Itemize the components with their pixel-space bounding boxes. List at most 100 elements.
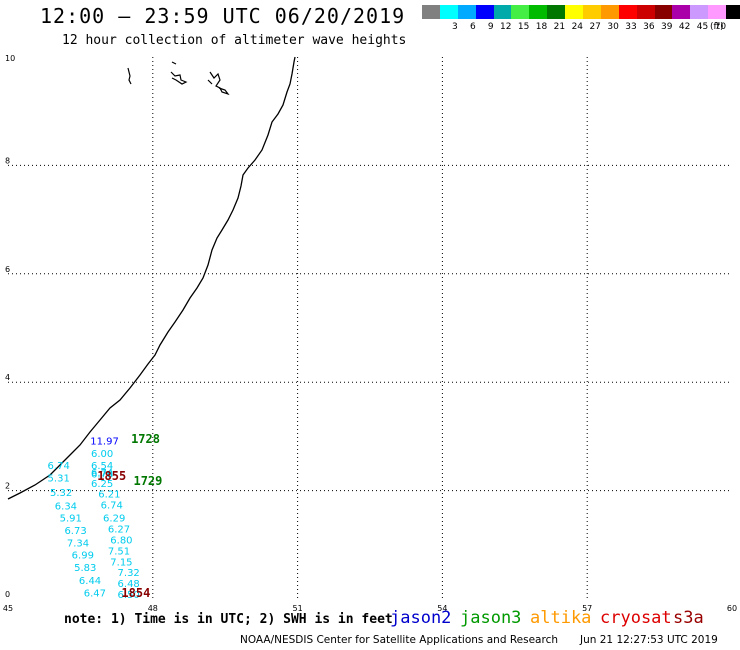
coastline [7, 56, 296, 500]
wave-height-value: 6.44 [79, 576, 101, 587]
wave-height-value: 6.29 [103, 513, 125, 524]
legend-tick: 9 [487, 22, 494, 32]
wave-height-value: 5.31 [48, 473, 70, 484]
legend-swatch [618, 5, 637, 19]
wave-height-value: 5.83 [74, 563, 96, 574]
legend-swatch [600, 5, 619, 19]
wave-height-legend: 3 6 9 12 15 18 21 24 27 30 33 36 39 42 45 70 (ft) [422, 5, 740, 32]
y-tick-label: 4 [5, 373, 10, 382]
wave-height-value: 6.34 [55, 502, 77, 513]
satellite-jason3-label: jason3 [460, 608, 522, 628]
legend-tick: 36 [643, 22, 655, 32]
y-tick-label: 0 [5, 590, 10, 599]
wave-height-value: 5.32 [50, 488, 72, 499]
legend-tick: 24 [571, 22, 584, 32]
legend-unit: (ft) [710, 22, 724, 32]
wave-height-value: 6.47 [84, 588, 106, 599]
wave-height-value: 6.00 [91, 449, 113, 460]
legend-swatch [708, 5, 727, 19]
x-tick-label: 57 [582, 604, 592, 613]
legend-swatch [529, 5, 548, 19]
map-subtitle: 12 hour collection of altimeter wave hei… [62, 33, 407, 48]
pass-time-label: 1729 [133, 474, 162, 488]
wave-height-value: 7.34 [67, 538, 89, 549]
legend-swatch [493, 5, 512, 19]
wave-height-value: 6.27 [108, 524, 130, 535]
island-2 [170, 61, 188, 85]
map-title: 12:00 – 23:59 UTC 06/20/2019 [40, 4, 406, 28]
legend-swatch [654, 5, 673, 19]
legend-color-bar [422, 5, 740, 19]
x-tick-label: 51 [293, 604, 303, 613]
legend-swatch [475, 5, 494, 19]
legend-swatch [636, 5, 655, 19]
axis-labels: 45 48 51 54 57 60 0 2 4 6 8 10 [3, 54, 737, 613]
legend-tick: 12 [500, 22, 512, 32]
wave-height-value: 6.48 [118, 579, 140, 590]
wave-height-value: 7.51 [108, 547, 130, 558]
satellite-cryosat-label: cryosat [600, 608, 672, 628]
legend-tick: 39 [661, 22, 673, 32]
legend-tick: 3 [452, 22, 458, 32]
wave-height-value: 6.74 [101, 500, 123, 511]
wave-height-value: 6.21 [98, 490, 120, 501]
wave-height-value: 7.32 [118, 568, 140, 579]
coastline-path [7, 56, 296, 500]
wave-height-value: 6.78 [91, 470, 113, 481]
wave-height-value: 6.73 [64, 526, 86, 537]
legend-swatch [547, 5, 566, 19]
legend-tick: 30 [607, 22, 619, 32]
y-tick-label: 10 [5, 54, 15, 63]
legend-swatch [439, 5, 458, 19]
x-tick-label: 60 [727, 604, 737, 613]
legend-swatch [511, 5, 530, 19]
legend-swatch [457, 5, 476, 19]
wave-height-value: 6.80 [110, 536, 132, 547]
island-1 [127, 67, 132, 85]
legend-swatch [583, 5, 601, 19]
legend-tick: 70 [714, 22, 727, 32]
credit-line: NOAA/NESDIS Center for Satellite Applica… [240, 634, 558, 646]
wave-height-value: 6.50 [118, 590, 140, 601]
legend-tick: 6 [469, 22, 476, 32]
legend-swatch [690, 5, 709, 19]
wave-height-value: 6.74 [48, 461, 70, 472]
satellite-s3a-label: s3a [673, 608, 704, 628]
wave-height-observations: 11.976.006.546.746.786.256.216.746.296.2… [48, 437, 140, 601]
wave-height-value: 11.97 [90, 437, 119, 448]
x-tick-label: 48 [148, 604, 158, 613]
pass-time-label: 1728 [131, 432, 160, 446]
x-tick-label: 45 [3, 604, 13, 613]
legend-swatch [422, 5, 440, 19]
map-frame [7, 56, 733, 600]
footer-note: note: 1) Time is in UTC; 2) SWH is in fe… [64, 612, 393, 627]
satellite-altika-label: altika [530, 608, 592, 628]
wave-height-value: 5.91 [60, 513, 82, 524]
satellite-jason2-label: jason2 [390, 608, 452, 628]
legend-tick: 45 [696, 22, 709, 32]
legend-swatch [565, 5, 584, 19]
pass-time-labels: 1728 1729 1855 1854 [97, 432, 162, 600]
legend-tick: 27 [589, 22, 601, 32]
island-3 [207, 71, 230, 96]
legend-tick: 42 [678, 22, 691, 32]
wave-height-value: 7.15 [110, 557, 132, 568]
y-tick-label: 6 [5, 265, 10, 274]
wave-height-value: 6.54 [91, 461, 113, 472]
legend-tick: 18 [535, 22, 548, 32]
wave-height-value: 6.99 [72, 550, 94, 561]
generated-timestamp: Jun 21 12:27:53 UTC 2019 [580, 634, 718, 646]
legend-tick: 21 [553, 22, 566, 32]
legend-tick-labels: 3 6 9 12 15 18 21 24 27 30 33 36 39 42 45 70 [422, 22, 740, 32]
wave-height-value: 6.25 [91, 479, 113, 490]
x-tick-label: 54 [437, 604, 447, 613]
legend-tick: 15 [517, 22, 530, 32]
pass-time-label: 1855 [97, 469, 126, 483]
graticule [8, 57, 732, 599]
legend-tick: 33 [625, 22, 637, 32]
legend-swatch [726, 5, 740, 19]
y-tick-label: 2 [5, 482, 10, 491]
y-tick-label: 8 [5, 156, 10, 165]
pass-time-label: 1854 [121, 586, 150, 600]
